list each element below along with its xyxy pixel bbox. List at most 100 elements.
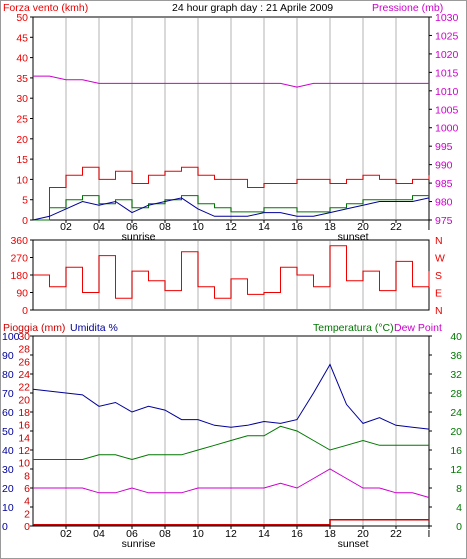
rain-tick-label: 8 (24, 470, 30, 482)
temperature-tick-label: 28 (450, 388, 462, 400)
rain-tick-label: 0 (24, 521, 30, 533)
x-tick-label: 18 (324, 221, 336, 233)
x-tick-label: 22 (390, 221, 402, 233)
pressure-line (33, 75, 429, 88)
humidity-tick-label: 100 (2, 331, 20, 343)
rain-tick-label: 16 (18, 420, 30, 432)
wind-tick-label: 5 (22, 195, 28, 207)
humidity-axis-title: Umidita % (70, 322, 118, 334)
x-tick-label: 14 (258, 221, 270, 233)
compass-tick-label: N (435, 235, 443, 247)
pressure-detail-line (32, 197, 430, 221)
compass-tick-label: W (435, 253, 445, 265)
temperature-tick-label: 8 (456, 483, 462, 495)
temperature-tick-label: 24 (450, 407, 462, 419)
x-tick-label: 02 (60, 528, 72, 540)
grid-lines (65, 18, 397, 525)
rain-tick-label: 20 (18, 394, 30, 406)
wind-tick-label: 10 (16, 174, 28, 186)
pressure-tick-label: 1025 (435, 30, 459, 42)
temperature-axis-title: Temperatura (°C) (313, 322, 394, 334)
pressure-tick-label: 975 (435, 215, 453, 227)
rain-tick-label: 22 (18, 382, 30, 394)
wind-tick-label: 15 (16, 154, 28, 166)
x-tick-label: 22 (390, 528, 402, 540)
temperature-tick-label: 40 (450, 331, 462, 343)
x-tick-label: 04 (93, 528, 105, 540)
x-tick-label: 06 (126, 221, 138, 233)
compass-tick-label: E (435, 288, 442, 300)
wind-axis-title: Forza vento (kmh) (3, 2, 88, 14)
rain-tick-label: 24 (18, 369, 30, 381)
pressure-tick-label: 1030 (435, 12, 459, 24)
pressure-tick-label: 1010 (435, 86, 459, 98)
pressure-axis-title: Pressione (mb) (372, 2, 443, 14)
x-tick-label: 04 (93, 221, 105, 233)
direction-tick-label: 0 (22, 305, 28, 317)
wind-tick-label: 45 (16, 32, 28, 44)
rain-tick-label: 4 (24, 496, 30, 508)
sunset-label: sunset (338, 231, 369, 243)
dewpoint-axis-title: Dew Point (394, 322, 442, 334)
rain-tick-label: 10 (18, 458, 30, 470)
x-tick-label: 12 (225, 221, 237, 233)
pressure-tick-label: 1020 (435, 49, 459, 61)
wind-tick-label: 30 (16, 93, 28, 105)
dewpoint-line (33, 468, 430, 498)
humidity-tick-label: 0 (2, 521, 8, 533)
humidity-line (32, 363, 430, 430)
x-tick-label: 08 (159, 528, 171, 540)
wind-direction-line (33, 245, 430, 299)
direction-tick-label: 90 (16, 288, 28, 300)
compass-tick-label: S (435, 270, 442, 282)
temperature-tick-label: 4 (456, 502, 462, 514)
temperature-tick-label: 12 (450, 464, 462, 476)
rain-tick-label: 14 (18, 432, 30, 444)
rain-axis-title: Pioggia (mm) (3, 322, 65, 334)
rain-tick-label: 18 (18, 407, 30, 419)
rain-tick-label: 26 (18, 356, 30, 368)
wind-tick-label: 50 (16, 12, 28, 24)
pressure-tick-label: 985 (435, 178, 453, 190)
rain-tick-label: 30 (18, 331, 30, 343)
axis-ticks: 02 04 06 08 10 12 14 16 18 20 22 I02 04 06 08 10 12 14 16 1… (2, 12, 462, 550)
x-tick-label: 20 (357, 528, 369, 540)
x-tick-label: 18 (324, 528, 336, 540)
direction-tick-label: 360 (10, 235, 28, 247)
x-tick-label: 06 (126, 528, 138, 540)
humidity-tick-label: 50 (2, 426, 14, 438)
wind-average-line (33, 195, 429, 221)
x-tick-label: 16 (291, 528, 303, 540)
chart-title: 24 hour graph day : 21 Aprile 2009 (172, 2, 333, 14)
temperature-tick-label: 0 (456, 521, 462, 533)
pressure-tick-label: 990 (435, 160, 453, 172)
humidity-tick-label: 80 (2, 369, 14, 381)
sunset-label: sunset (338, 538, 369, 550)
x-tick-label: 10 (192, 528, 204, 540)
direction-tick-label: 180 (10, 270, 28, 282)
rain-tick-label: 12 (18, 445, 30, 457)
x-tick-label: 20 (357, 221, 369, 233)
compass-tick-label: N (435, 305, 443, 317)
x-tick-label: I (428, 528, 431, 540)
pressure-tick-label: 1000 (435, 123, 459, 135)
x-tick-label: 10 (192, 221, 204, 233)
temperature-tick-label: 36 (450, 350, 462, 362)
wind-speed-line (33, 166, 430, 221)
pressure-tick-label: 1005 (435, 104, 459, 116)
humidity-tick-label: 40 (2, 445, 14, 457)
pressure-tick-label: 1015 (435, 67, 459, 79)
x-tick-label: 02 (60, 221, 72, 233)
wind-tick-label: 35 (16, 73, 28, 85)
humidity-tick-label: 90 (2, 350, 14, 362)
wind-tick-label: 40 (16, 53, 28, 65)
direction-tick-label: 270 (10, 253, 28, 265)
sunrise-label: sunrise (122, 231, 156, 243)
humidity-tick-label: 30 (2, 464, 14, 476)
wind-tick-label: 25 (16, 114, 28, 126)
sunrise-label: sunrise (122, 538, 156, 550)
rain-tick-label: 2 (24, 508, 30, 520)
humidity-tick-label: 70 (2, 388, 14, 400)
x-tick-label: 16 (291, 221, 303, 233)
